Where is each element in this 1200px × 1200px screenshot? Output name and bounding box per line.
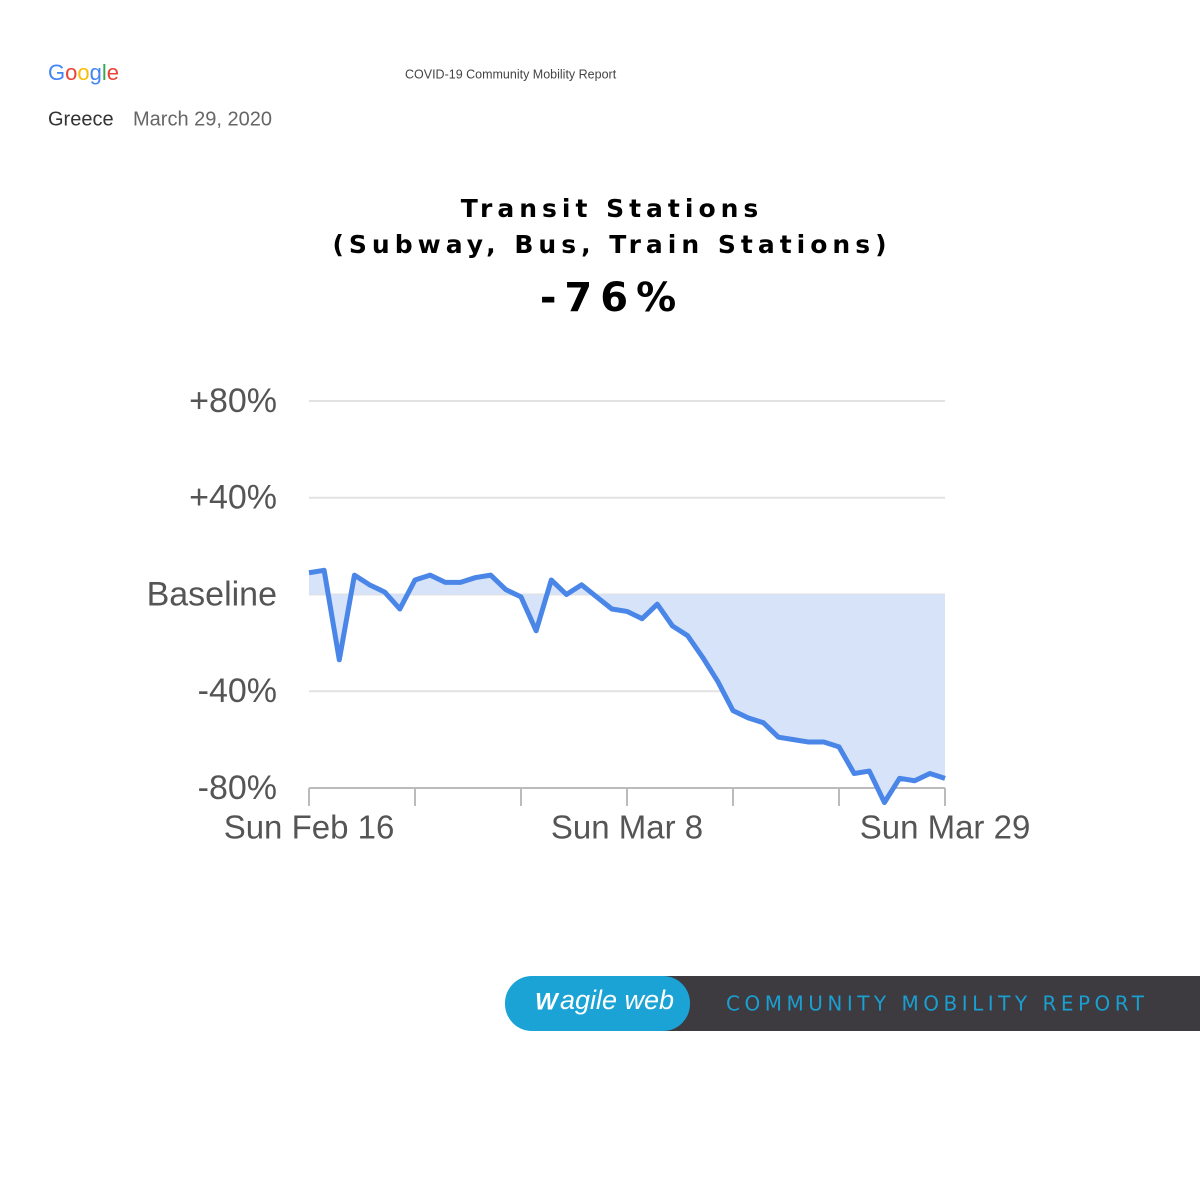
x-tick-label: Sun Feb 16 [224,809,395,846]
y-tick-label: -40% [198,672,277,710]
footer-logo: agile web [560,985,674,1015]
region: Greece [48,108,114,130]
chart-title: Transit Stations [461,194,764,223]
plot-area: +80% +40% Baseline -40% -80%Sun Feb 16 Sun Ma… [147,382,1031,846]
line [308,567,946,806]
y-tick-label: +80% [189,382,277,420]
brand-logo: Google [48,60,119,85]
footer-logo-pill [505,976,690,1031]
y-tick-label: +40% [189,479,277,517]
x-tick-label: Sun Mar 29 [860,809,1031,846]
chart-subtitle: (Subway, Bus, Train Stations) [332,230,891,259]
x-tick-label: Sun Mar 8 [551,809,703,846]
logo-mark: W [535,988,560,1015]
footer-tagline: COMMUNITY MOBILITY REPORT [726,992,1148,1016]
headline-value: -76% [540,275,684,321]
report-title: COVID-19 Community Mobility Report [405,67,617,81]
y-tick-label: -80% [198,769,277,807]
y-tick-label: Baseline [147,575,277,613]
report-date: March 29, 2020 [133,108,272,130]
area [309,570,945,803]
footer-band [590,976,1200,1031]
